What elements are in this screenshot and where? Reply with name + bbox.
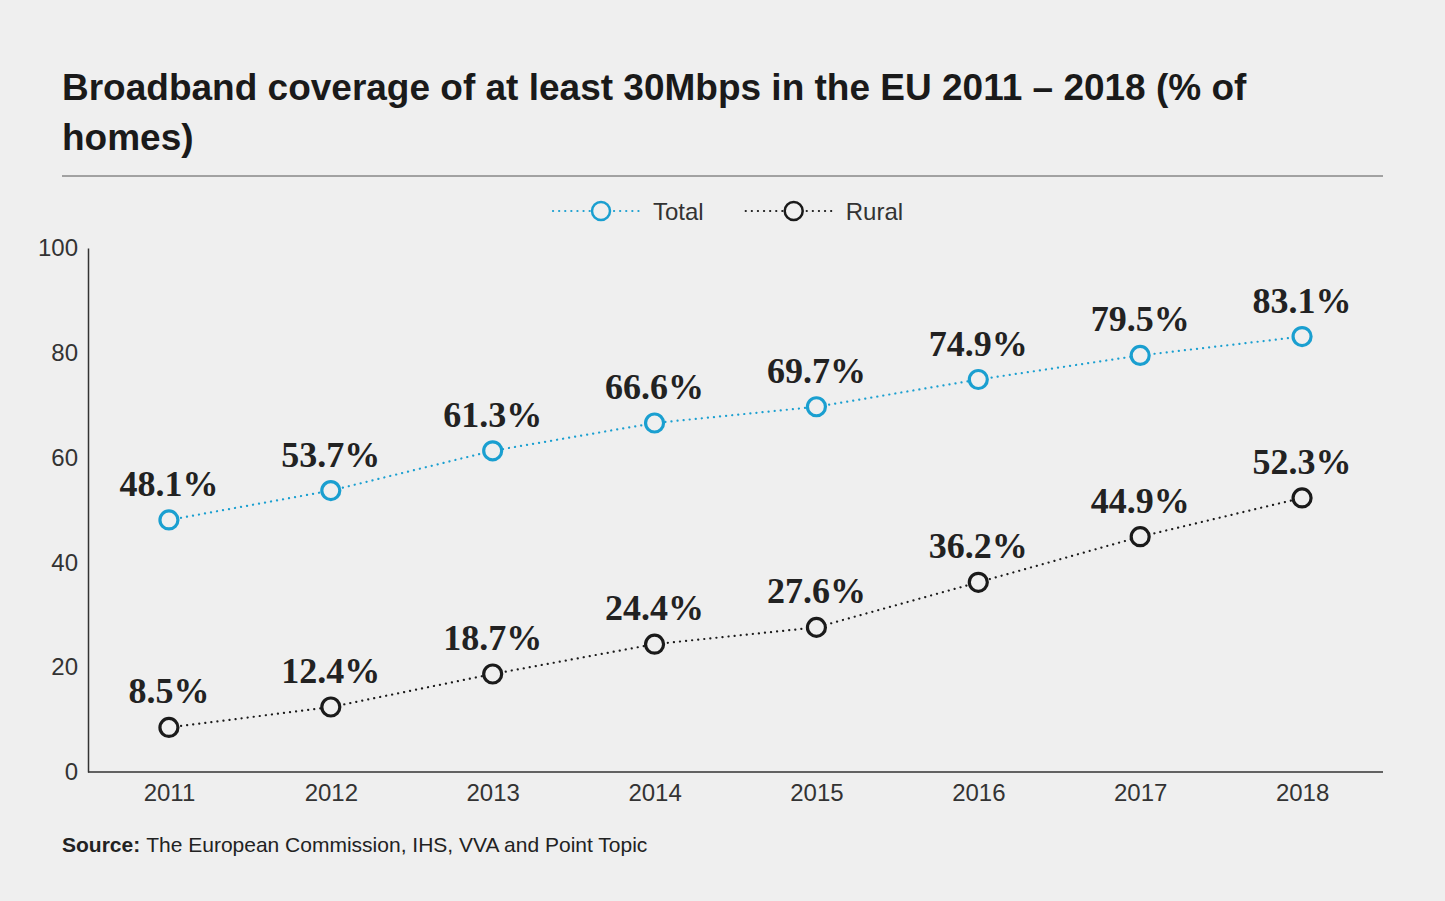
source: Source: The European Commission, IHS, VVA… bbox=[62, 833, 647, 856]
series-marker bbox=[484, 665, 502, 683]
x-tick: 2013 bbox=[466, 772, 519, 806]
x-tick: 2018 bbox=[1276, 772, 1329, 806]
y-tick-label: 100 bbox=[38, 234, 78, 261]
data-label: 66.6% bbox=[605, 367, 704, 407]
series-marker bbox=[646, 635, 664, 653]
x-tick: 2011 bbox=[144, 772, 196, 806]
y-tick-label: 20 bbox=[51, 653, 78, 680]
y-tick: 80 bbox=[51, 339, 88, 366]
y-tick: 60 bbox=[51, 444, 88, 471]
series-line bbox=[169, 498, 1302, 728]
y-axis: 0 20 40 60 80 100 bbox=[38, 234, 89, 785]
background bbox=[0, 0, 1445, 901]
title-line: homes) bbox=[62, 117, 194, 158]
x-tick: 2012 bbox=[305, 772, 358, 806]
y-tick-label: 0 bbox=[65, 758, 78, 785]
series-marker bbox=[1131, 346, 1149, 364]
series-marker bbox=[969, 371, 987, 389]
series-marker bbox=[646, 414, 664, 432]
legend-entry: Rural bbox=[746, 198, 903, 225]
x-tick: 2017 bbox=[1114, 772, 1167, 806]
x-axis-line bbox=[88, 771, 1383, 773]
series-marker bbox=[807, 618, 825, 636]
series-marker bbox=[322, 482, 340, 500]
data-label: 12.4% bbox=[281, 651, 380, 691]
data-label: 24.4% bbox=[605, 588, 704, 628]
x-tick: 2015 bbox=[790, 772, 843, 806]
data-label: 27.6% bbox=[767, 571, 866, 611]
y-tick-label: 60 bbox=[51, 444, 78, 471]
data-label: 18.7% bbox=[443, 618, 542, 658]
x-tick-label: 2011 bbox=[144, 779, 196, 806]
x-tick-label: 2013 bbox=[466, 779, 519, 806]
y-tick: 40 bbox=[51, 549, 88, 576]
data-label: 48.1% bbox=[119, 464, 218, 504]
series-marker bbox=[322, 698, 340, 716]
legend: Total Rural bbox=[553, 198, 903, 225]
y-tick-label: 40 bbox=[51, 549, 78, 576]
y-tick: 20 bbox=[51, 653, 88, 680]
x-tick-label: 2017 bbox=[1114, 779, 1167, 806]
source-label: Source: bbox=[62, 833, 140, 856]
series-line bbox=[169, 337, 1302, 520]
title-rule bbox=[62, 176, 1383, 177]
series-marker bbox=[1293, 328, 1311, 346]
legend-label: Total bbox=[653, 198, 704, 225]
plot-marks bbox=[160, 328, 1311, 737]
series-marker bbox=[160, 718, 178, 736]
x-tick: 2014 bbox=[628, 772, 681, 806]
data-label: 52.3% bbox=[1253, 442, 1352, 482]
x-tick-label: 2014 bbox=[628, 779, 681, 806]
data-label: 36.2% bbox=[929, 526, 1028, 566]
data-labels: 48.1% 53.7% 61.3% 66.6% 69.7% 74.9% 79.5% 83.1%… bbox=[119, 281, 1351, 712]
series-marker bbox=[160, 511, 178, 529]
title-line: Broadband coverage of at least 30Mbps in… bbox=[62, 67, 1247, 108]
legend-entry: Total bbox=[553, 198, 704, 225]
series-marker bbox=[969, 573, 987, 591]
legend-label: Rural bbox=[846, 198, 903, 225]
legend-marker bbox=[785, 202, 803, 220]
data-label: 69.7% bbox=[767, 351, 866, 391]
x-tick-label: 2018 bbox=[1276, 779, 1329, 806]
chart-container: Broadband coverage of at least 30Mbps in… bbox=[0, 0, 1445, 901]
series-marker bbox=[1131, 528, 1149, 546]
legend-marker bbox=[592, 202, 610, 220]
y-tick: 100 bbox=[38, 234, 88, 261]
x-tick-label: 2012 bbox=[305, 779, 358, 806]
x-tick-label: 2016 bbox=[952, 779, 1005, 806]
x-tick: 2016 bbox=[952, 772, 1005, 806]
y-tick: 0 bbox=[65, 758, 88, 785]
series-marker bbox=[1293, 489, 1311, 507]
title: Broadband coverage of at least 30Mbps in… bbox=[62, 67, 1247, 158]
data-label: 79.5% bbox=[1091, 299, 1190, 339]
data-label: 8.5% bbox=[128, 671, 209, 711]
source-text: The European Commission, IHS, VVA and Po… bbox=[146, 833, 647, 856]
series-marker bbox=[484, 442, 502, 460]
data-label: 53.7% bbox=[281, 435, 380, 475]
x-tick-label: 2015 bbox=[790, 779, 843, 806]
chart-svg: Broadband coverage of at least 30Mbps in… bbox=[0, 0, 1445, 901]
y-axis-line bbox=[88, 249, 90, 773]
x-axis: 2011 2012 2013 2014 2015 2016 2017 2018 bbox=[88, 772, 1383, 806]
data-label: 74.9% bbox=[929, 324, 1028, 364]
series-marker bbox=[807, 398, 825, 416]
y-tick-label: 80 bbox=[51, 339, 78, 366]
data-label: 83.1% bbox=[1253, 281, 1352, 321]
data-label: 61.3% bbox=[443, 395, 542, 435]
data-label: 44.9% bbox=[1091, 481, 1190, 521]
